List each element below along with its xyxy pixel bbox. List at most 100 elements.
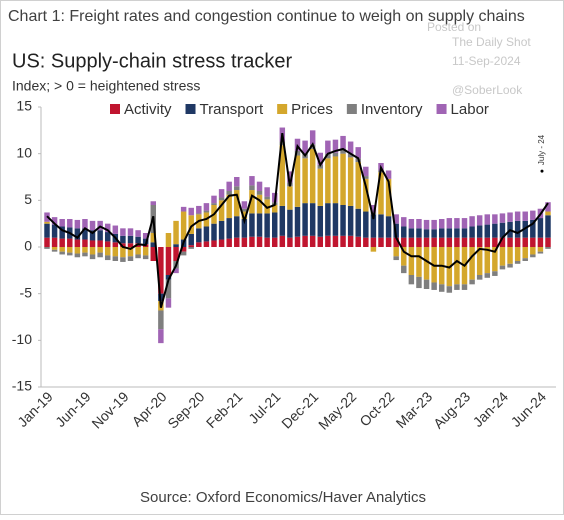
bar-segment xyxy=(454,237,460,247)
bar-segment xyxy=(59,219,65,227)
bar-segment xyxy=(249,185,255,191)
watermark: The Daily Shot xyxy=(452,35,531,49)
legend-swatch xyxy=(277,104,288,114)
bar-segment xyxy=(218,197,225,201)
bar-segment xyxy=(416,228,422,238)
bar-segment xyxy=(120,243,126,247)
bar-segment xyxy=(142,247,149,256)
bar-segment xyxy=(59,251,65,255)
bar-segment xyxy=(416,219,422,229)
bar-segment xyxy=(408,237,415,247)
bar-segment xyxy=(173,244,179,247)
bar-segment xyxy=(203,241,210,247)
bar-segment xyxy=(492,237,498,247)
bar-segment xyxy=(74,247,81,254)
bar-segment xyxy=(325,153,331,159)
bar-segment xyxy=(423,247,430,280)
bar-segment xyxy=(408,228,415,238)
bar-segment xyxy=(431,219,437,230)
bar-segment xyxy=(196,205,202,214)
bar-segment xyxy=(370,214,377,238)
bar-segment xyxy=(522,211,528,221)
bar-segment xyxy=(340,205,346,236)
bar-segment xyxy=(385,170,392,179)
bar-segment xyxy=(279,145,286,206)
bar-segment xyxy=(438,228,445,238)
bar-segment xyxy=(234,216,240,238)
bar-segment xyxy=(507,212,513,222)
bar-segment xyxy=(469,279,475,285)
bar-segment xyxy=(264,213,270,238)
bar-segment xyxy=(89,240,96,247)
bar-segment xyxy=(416,237,422,247)
bar-segment xyxy=(317,168,324,206)
bar-segment xyxy=(135,254,141,259)
bar-segment xyxy=(446,237,453,247)
y-tick-label: 10 xyxy=(16,144,32,160)
bar-segment xyxy=(180,211,187,240)
bar-segment xyxy=(180,247,187,252)
bar-segment xyxy=(393,214,399,224)
bar-segment xyxy=(249,190,255,214)
bar-segment xyxy=(74,228,81,240)
bar-segment xyxy=(522,247,528,259)
bar-segment xyxy=(332,152,339,157)
bar-segment xyxy=(423,229,430,238)
bar-segment xyxy=(416,276,422,289)
bar-segment xyxy=(165,279,172,299)
bar-segment xyxy=(416,247,422,277)
bar-segment xyxy=(492,214,498,224)
bar-segment xyxy=(112,247,119,257)
bar-segment xyxy=(82,247,88,253)
bar-segment xyxy=(302,158,308,204)
bar-segment xyxy=(469,216,475,227)
bar-segment xyxy=(142,233,149,239)
bar-segment xyxy=(340,153,346,205)
watermark: 11-Sep-2024 xyxy=(452,54,521,68)
bar-segment xyxy=(120,247,126,258)
bar-segment xyxy=(461,284,468,290)
bar-segment xyxy=(165,233,172,247)
bar-segment xyxy=(317,164,324,169)
bar-segment xyxy=(378,214,384,238)
bar-segment xyxy=(423,279,430,289)
bar-segment xyxy=(256,191,263,195)
bar-segment xyxy=(203,226,210,242)
legend-label: Transport xyxy=(200,101,264,118)
bar-segment xyxy=(332,156,339,204)
bar-segment xyxy=(264,237,270,247)
bar-segment xyxy=(325,235,331,247)
bar-segment xyxy=(454,284,460,290)
bar-segment xyxy=(51,237,58,247)
bar-segment xyxy=(256,236,263,247)
bar-segment xyxy=(347,235,354,247)
bar-segment xyxy=(438,237,445,247)
bar-segment xyxy=(385,216,392,238)
legend-swatch xyxy=(110,104,120,114)
legend-label: Activity xyxy=(124,101,172,118)
bar-segment xyxy=(401,226,407,238)
bar-segment xyxy=(173,268,179,274)
bar-segment xyxy=(408,275,415,285)
bar-segment xyxy=(370,237,377,247)
bar-segment xyxy=(271,212,278,238)
bar-segment xyxy=(309,203,316,236)
bar-segment xyxy=(196,228,202,243)
bar-segment xyxy=(499,265,506,270)
bar-segment xyxy=(82,252,88,257)
bar-segment xyxy=(347,205,354,236)
legend-label: Labor xyxy=(451,101,489,118)
bar-segment xyxy=(234,237,240,247)
bar-segment xyxy=(545,215,551,238)
bar-segment xyxy=(378,172,384,215)
bar-segment xyxy=(545,237,551,247)
bar-segment xyxy=(127,256,134,261)
bar-segment xyxy=(438,284,445,292)
bar-segment xyxy=(446,286,453,293)
bar-segment xyxy=(89,220,96,231)
bar-segment xyxy=(74,219,81,229)
bar-segment xyxy=(317,205,324,237)
bar-segment xyxy=(370,205,377,213)
bar-segment xyxy=(82,228,88,240)
bar-segment xyxy=(332,203,339,236)
